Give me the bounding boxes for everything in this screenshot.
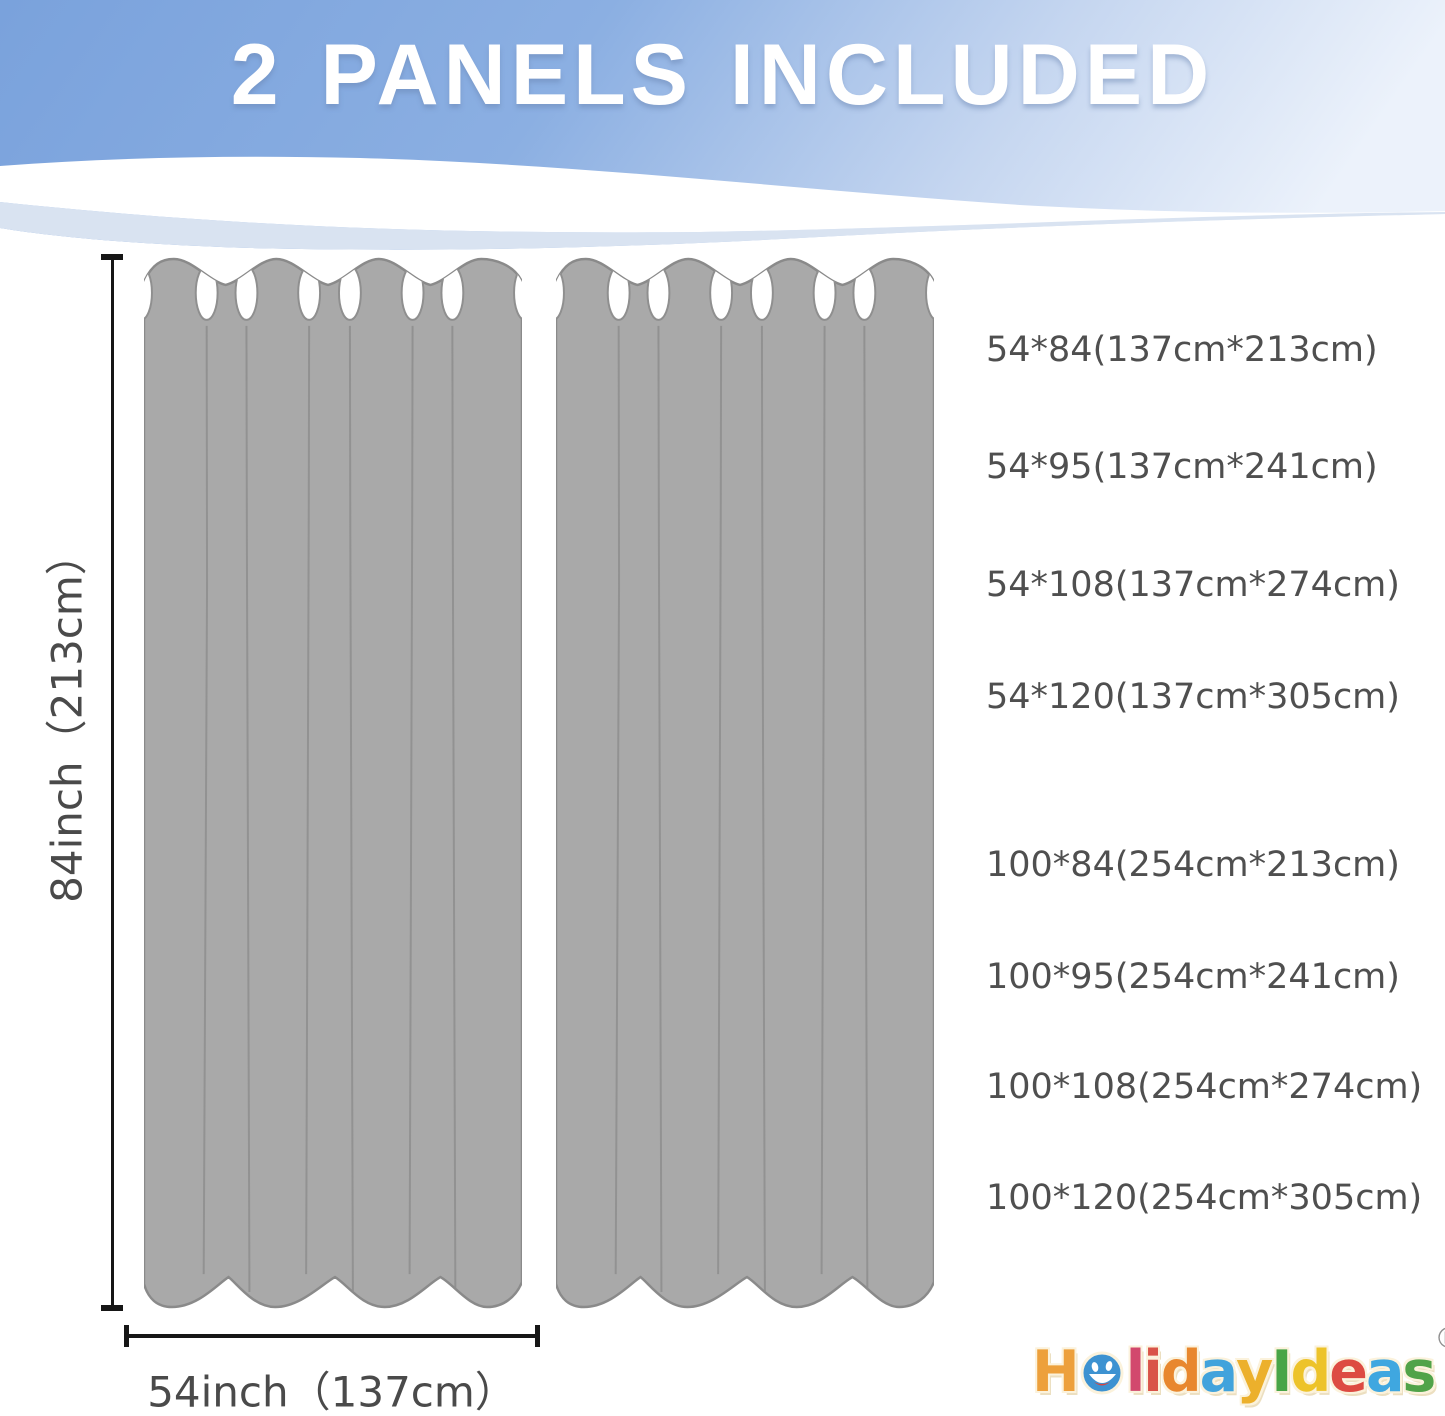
- smiley-o-icon: [1080, 1351, 1124, 1395]
- size-option: 100*84(254cm*213cm): [986, 845, 1400, 885]
- registered-trademark: ®: [1438, 1322, 1445, 1356]
- logo-letter: a: [1365, 1339, 1404, 1405]
- width-dimension-line: [126, 1334, 538, 1338]
- logo-letter: a: [1199, 1339, 1238, 1405]
- size-option: 54*84(137cm*213cm): [986, 330, 1378, 370]
- banner-lightband-wave: [0, 202, 1445, 250]
- logo-letter: e: [1329, 1339, 1368, 1405]
- logo-letter: H: [1032, 1339, 1080, 1405]
- height-label: 84inch（213cm）: [42, 533, 92, 903]
- size-option: 100*95(254cm*241cm): [986, 957, 1400, 997]
- height-dimension-cap-bottom: [101, 1305, 123, 1311]
- curtain-panel-right: [556, 252, 934, 1310]
- logo-letter: y: [1236, 1339, 1273, 1405]
- logo-letter: i: [1143, 1339, 1162, 1405]
- size-option: 100*120(254cm*305cm): [986, 1178, 1423, 1218]
- width-label: 54inch（137cm）: [147, 1367, 517, 1416]
- logo-letter: I: [1271, 1339, 1292, 1405]
- size-option: 54*108(137cm*274cm): [986, 565, 1400, 605]
- logo-letter: s: [1402, 1339, 1436, 1405]
- width-dimension-cap-left: [124, 1325, 129, 1347]
- banner-background: [0, 0, 1445, 250]
- size-option: 54*120(137cm*305cm): [986, 677, 1400, 717]
- banner-white-swoosh: [0, 156, 1445, 233]
- curtain-panel-left: [144, 252, 522, 1310]
- logo-letter: l: [1125, 1339, 1145, 1405]
- width-dimension-cap-right: [535, 1325, 540, 1347]
- size-option: 54*95(137cm*241cm): [986, 447, 1378, 487]
- height-dimension-cap-top: [101, 254, 123, 260]
- banner-title: 2 PANELS INCLUDED: [230, 27, 1215, 123]
- size-option: 100*108(254cm*274cm): [986, 1067, 1423, 1107]
- logo-letter: d: [1160, 1339, 1202, 1405]
- height-dimension-line: [111, 257, 114, 1308]
- logo-letter: d: [1290, 1339, 1331, 1405]
